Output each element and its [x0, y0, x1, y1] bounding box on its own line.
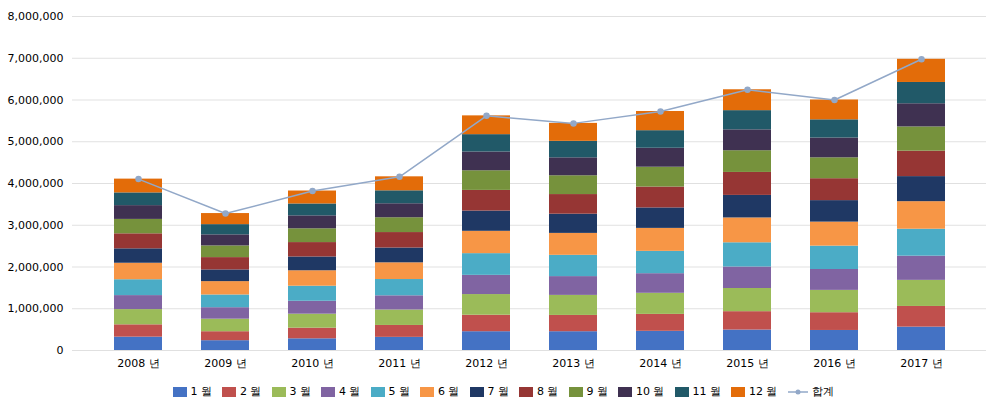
svg-text:2009 년: 2009 년 — [204, 357, 247, 370]
html-text:3 월: 3 월 — [289, 385, 311, 398]
html-text:7 월: 7 월 — [487, 385, 509, 398]
svg-text:5,000,000: 5,000,000 — [8, 135, 64, 148]
html-text:11 월: 11 월 — [692, 385, 721, 398]
html-text:12 월: 12 월 — [749, 385, 778, 398]
html-text:합계: 합계 — [811, 385, 834, 398]
svg-text:6,000,000: 6,000,000 — [8, 94, 64, 107]
html-text:6 월: 6 월 — [438, 385, 460, 398]
html-text:10 월: 10 월 — [636, 385, 665, 398]
svg-text:3,000,000: 3,000,000 — [8, 219, 64, 232]
html-text:1 월: 1 월 — [190, 385, 212, 398]
svg-text:0: 0 — [57, 344, 64, 357]
svg-text:2,000,000: 2,000,000 — [8, 261, 64, 274]
svg-text:2012 년: 2012 년 — [465, 357, 508, 370]
svg-text:2011 년: 2011 년 — [378, 357, 421, 370]
svg-text:4,000,000: 4,000,000 — [8, 177, 64, 190]
svg-text:2013 년: 2013 년 — [552, 357, 595, 370]
html-text:2 월: 2 월 — [240, 385, 262, 398]
html-text:5 월: 5 월 — [388, 385, 410, 398]
svg-text:8,000,000: 8,000,000 — [8, 10, 64, 23]
svg-text:2017 년: 2017 년 — [900, 357, 943, 370]
svg-text:2014 년: 2014 년 — [639, 357, 682, 370]
svg-text:2015 년: 2015 년 — [726, 357, 769, 370]
html-text:8 월: 8 월 — [537, 385, 559, 398]
svg-text:1,000,000: 1,000,000 — [8, 302, 64, 315]
html-text:9 월: 9 월 — [586, 385, 608, 398]
svg-text:2008 년: 2008 년 — [117, 357, 160, 370]
svg-text:7,000,000: 7,000,000 — [8, 52, 64, 65]
html-text:4 월: 4 월 — [339, 385, 361, 398]
svg-text:2010 년: 2010 년 — [291, 357, 334, 370]
svg-text:2016 년: 2016 년 — [813, 357, 856, 370]
